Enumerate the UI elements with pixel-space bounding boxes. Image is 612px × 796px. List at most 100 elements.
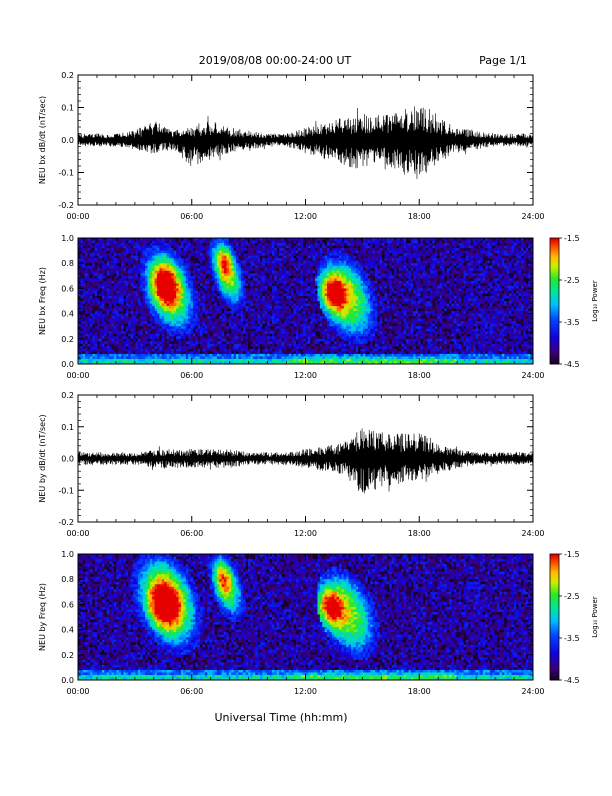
spectrogram-cell (294, 266, 297, 269)
spectrogram-cell (222, 349, 225, 352)
spectrogram-cell (286, 276, 289, 279)
spectrogram-cell (169, 309, 172, 312)
spectrogram-cell (301, 246, 304, 249)
spectrogram-cell (298, 301, 301, 304)
spectrogram-cell (112, 291, 115, 294)
spectrogram-cell (109, 288, 112, 291)
spectrogram-cell (272, 321, 275, 324)
spectrogram-cell (126, 271, 129, 274)
spectrogram-cell (97, 329, 100, 332)
spectrogram-cell (169, 266, 172, 269)
spectrogram-cell (301, 311, 304, 314)
spectrogram-cell (167, 349, 170, 352)
spectrogram-cell (226, 316, 229, 319)
spectrogram-cell (104, 286, 107, 289)
spectrogram-cell (272, 298, 275, 301)
spectrogram-cell (298, 309, 301, 312)
spectrogram-cell (217, 309, 220, 312)
spectrogram-cell (308, 288, 311, 291)
spectrogram-cell (250, 253, 253, 256)
spectrogram-cell (179, 253, 182, 256)
spectrogram-cell (198, 336, 201, 339)
spectrogram-cell (279, 344, 282, 347)
spectrogram-cell (250, 346, 253, 349)
spectrogram-cell (294, 359, 297, 362)
spectrogram-cell (181, 359, 184, 362)
spectrogram-cell (135, 324, 138, 327)
spectrogram-cell (104, 339, 107, 342)
spectrogram-cell (124, 351, 127, 354)
spectrogram-cell (219, 356, 222, 359)
spectrogram-cell (80, 349, 83, 352)
spectrogram-cell (210, 354, 213, 357)
spectrogram-cell (236, 246, 239, 249)
spectrogram-cell (234, 324, 237, 327)
spectrogram-cell (284, 344, 287, 347)
spectrogram-cell (243, 246, 246, 249)
spectrogram-cell (193, 316, 196, 319)
spectrogram-cell (248, 286, 251, 289)
spectrogram-cell (121, 288, 124, 291)
spectrogram-cell (107, 351, 110, 354)
spectrogram-cell (203, 291, 206, 294)
spectrogram-cell (270, 246, 273, 249)
spectrogram-cell (286, 356, 289, 359)
spectrogram-cell (126, 283, 129, 286)
spectrogram-cell (179, 334, 182, 337)
spectrogram-cell (272, 241, 275, 244)
spectrogram-cell (253, 346, 256, 349)
spectrogram-cell (188, 311, 191, 314)
spectrogram-cell (260, 253, 263, 256)
spectrogram-cell (131, 319, 134, 322)
spectrogram-cell (124, 258, 127, 261)
spectrogram-cell (119, 311, 122, 314)
spectrogram-cell (291, 251, 294, 254)
spectrogram-cell (145, 296, 148, 299)
spectrogram-cell (205, 281, 208, 284)
spectrogram-cell (205, 276, 208, 279)
spectrogram-cell (126, 291, 129, 294)
spectrogram-cell (219, 319, 222, 322)
x-tick-label: 12:00 (294, 212, 317, 221)
spectrogram-cell (294, 286, 297, 289)
spectrogram-cell (270, 288, 273, 291)
spectrogram-cell (147, 354, 150, 357)
spectrogram-cell (262, 248, 265, 251)
spectrogram-cell (224, 346, 227, 349)
spectrogram-cell (308, 316, 311, 319)
spectrogram-cell (260, 263, 263, 266)
spectrogram-cell (210, 351, 213, 354)
spectrogram-cell (162, 281, 165, 284)
spectrogram-cell (147, 293, 150, 296)
spectrogram-cell (215, 248, 218, 251)
spectrogram-cell (222, 336, 225, 339)
spectrogram-cell (140, 276, 143, 279)
spectrogram-cell (238, 246, 241, 249)
spectrogram-cell (200, 291, 203, 294)
spectrogram-cell (162, 283, 165, 286)
spectrogram-cell (210, 316, 213, 319)
spectrogram-cell (262, 251, 265, 254)
spectrogram-cell (303, 306, 306, 309)
spectrogram-cell (112, 326, 115, 329)
spectrogram-cell (200, 321, 203, 324)
spectrogram-cell (126, 319, 129, 322)
spectrogram-cell (104, 334, 107, 337)
spectrogram-cell (176, 341, 179, 344)
spectrogram-cell (217, 356, 220, 359)
spectrogram-cell (150, 331, 153, 334)
spectrogram-cell (246, 336, 249, 339)
spectrogram-cell (282, 304, 285, 307)
spectrogram-cell (193, 286, 196, 289)
spectrogram-cell (258, 334, 261, 337)
spectrogram-cell (92, 309, 95, 312)
spectrogram-cell (195, 319, 198, 322)
spectrogram-cell (133, 283, 136, 286)
spectrogram-cell (236, 354, 239, 357)
spectrogram-cell (298, 341, 301, 344)
spectrogram-cell (301, 301, 304, 304)
spectrogram-cell (198, 351, 201, 354)
spectrogram-cell (250, 359, 253, 362)
spectrogram-cell (289, 324, 292, 327)
spectrogram-cell (262, 288, 265, 291)
